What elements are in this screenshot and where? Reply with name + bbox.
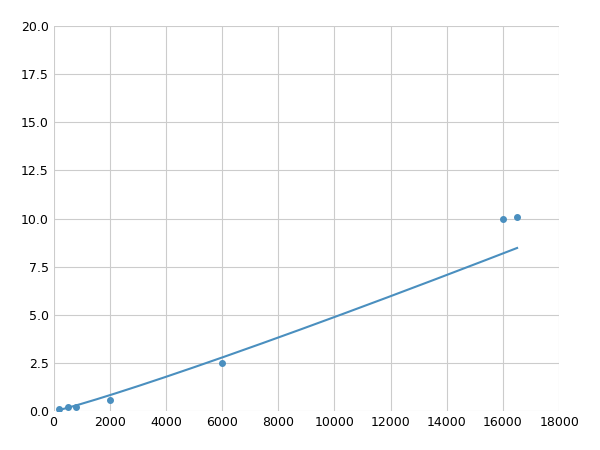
Point — [512, 213, 522, 220]
Point — [71, 404, 81, 411]
Point — [55, 406, 64, 413]
Point — [105, 396, 115, 403]
Point — [217, 360, 227, 367]
Point — [498, 215, 508, 222]
Point — [63, 404, 73, 411]
